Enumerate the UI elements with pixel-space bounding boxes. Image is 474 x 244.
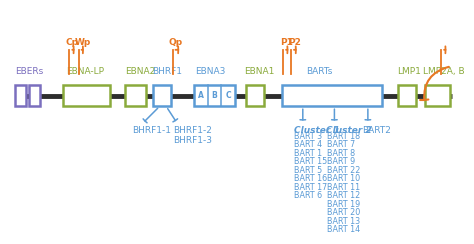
Text: LMP1: LMP1 bbox=[397, 67, 420, 76]
Text: P2: P2 bbox=[288, 38, 301, 47]
Text: EBNA1: EBNA1 bbox=[244, 67, 274, 76]
Bar bbox=[64, 85, 110, 106]
Text: BART 15: BART 15 bbox=[293, 157, 327, 166]
Text: A: A bbox=[198, 91, 203, 100]
Bar bbox=[282, 85, 382, 106]
Bar bbox=[125, 85, 146, 106]
Text: Cluster 1: Cluster 1 bbox=[293, 126, 339, 135]
Text: BART 10: BART 10 bbox=[327, 174, 360, 183]
Text: BART 3: BART 3 bbox=[293, 132, 322, 141]
Text: BART 17: BART 17 bbox=[293, 183, 327, 192]
Text: EBERs: EBERs bbox=[15, 67, 43, 76]
Text: BART 9: BART 9 bbox=[327, 157, 355, 166]
Text: BART 1: BART 1 bbox=[293, 149, 322, 158]
Text: Cluster 2: Cluster 2 bbox=[326, 126, 372, 135]
Text: BART 22: BART 22 bbox=[327, 166, 360, 175]
Text: BART 18: BART 18 bbox=[327, 132, 360, 141]
Text: BARTs: BARTs bbox=[306, 67, 332, 76]
Text: EBNA2: EBNA2 bbox=[125, 67, 155, 76]
Text: BHRF1-2
BHRF1-3: BHRF1-2 BHRF1-3 bbox=[173, 126, 212, 145]
Text: Wp: Wp bbox=[75, 38, 91, 47]
Text: BART 8: BART 8 bbox=[327, 149, 355, 158]
Text: BART 20: BART 20 bbox=[327, 208, 360, 217]
Text: BART 6: BART 6 bbox=[293, 191, 322, 200]
Text: C: C bbox=[226, 91, 231, 100]
Text: LMP2A, B: LMP2A, B bbox=[423, 67, 465, 76]
Text: Cp: Cp bbox=[66, 38, 79, 47]
Text: BART 13: BART 13 bbox=[327, 217, 360, 226]
Text: BART 7: BART 7 bbox=[327, 140, 355, 149]
Text: BART 16: BART 16 bbox=[293, 174, 327, 183]
Bar bbox=[246, 85, 264, 106]
Bar bbox=[15, 85, 26, 106]
Text: EBNA3: EBNA3 bbox=[195, 67, 225, 76]
Text: BART 11: BART 11 bbox=[327, 183, 360, 192]
Text: P1: P1 bbox=[280, 38, 293, 47]
Bar bbox=[193, 85, 236, 106]
Text: BART 5: BART 5 bbox=[293, 166, 322, 175]
Text: BHRF1: BHRF1 bbox=[152, 67, 182, 76]
Text: BART 12: BART 12 bbox=[327, 191, 360, 200]
Text: BART2: BART2 bbox=[362, 126, 391, 135]
Bar bbox=[29, 85, 40, 106]
Text: Qp: Qp bbox=[169, 38, 183, 47]
Text: BART 4: BART 4 bbox=[293, 140, 322, 149]
Text: EBNA-LP: EBNA-LP bbox=[66, 67, 104, 76]
Text: BART 14: BART 14 bbox=[327, 225, 360, 234]
Text: B: B bbox=[211, 91, 218, 100]
Bar bbox=[425, 85, 450, 106]
Bar bbox=[398, 85, 416, 106]
Text: BHRF1-1: BHRF1-1 bbox=[132, 126, 171, 135]
Text: BART 19: BART 19 bbox=[327, 200, 360, 209]
Bar bbox=[153, 85, 171, 106]
